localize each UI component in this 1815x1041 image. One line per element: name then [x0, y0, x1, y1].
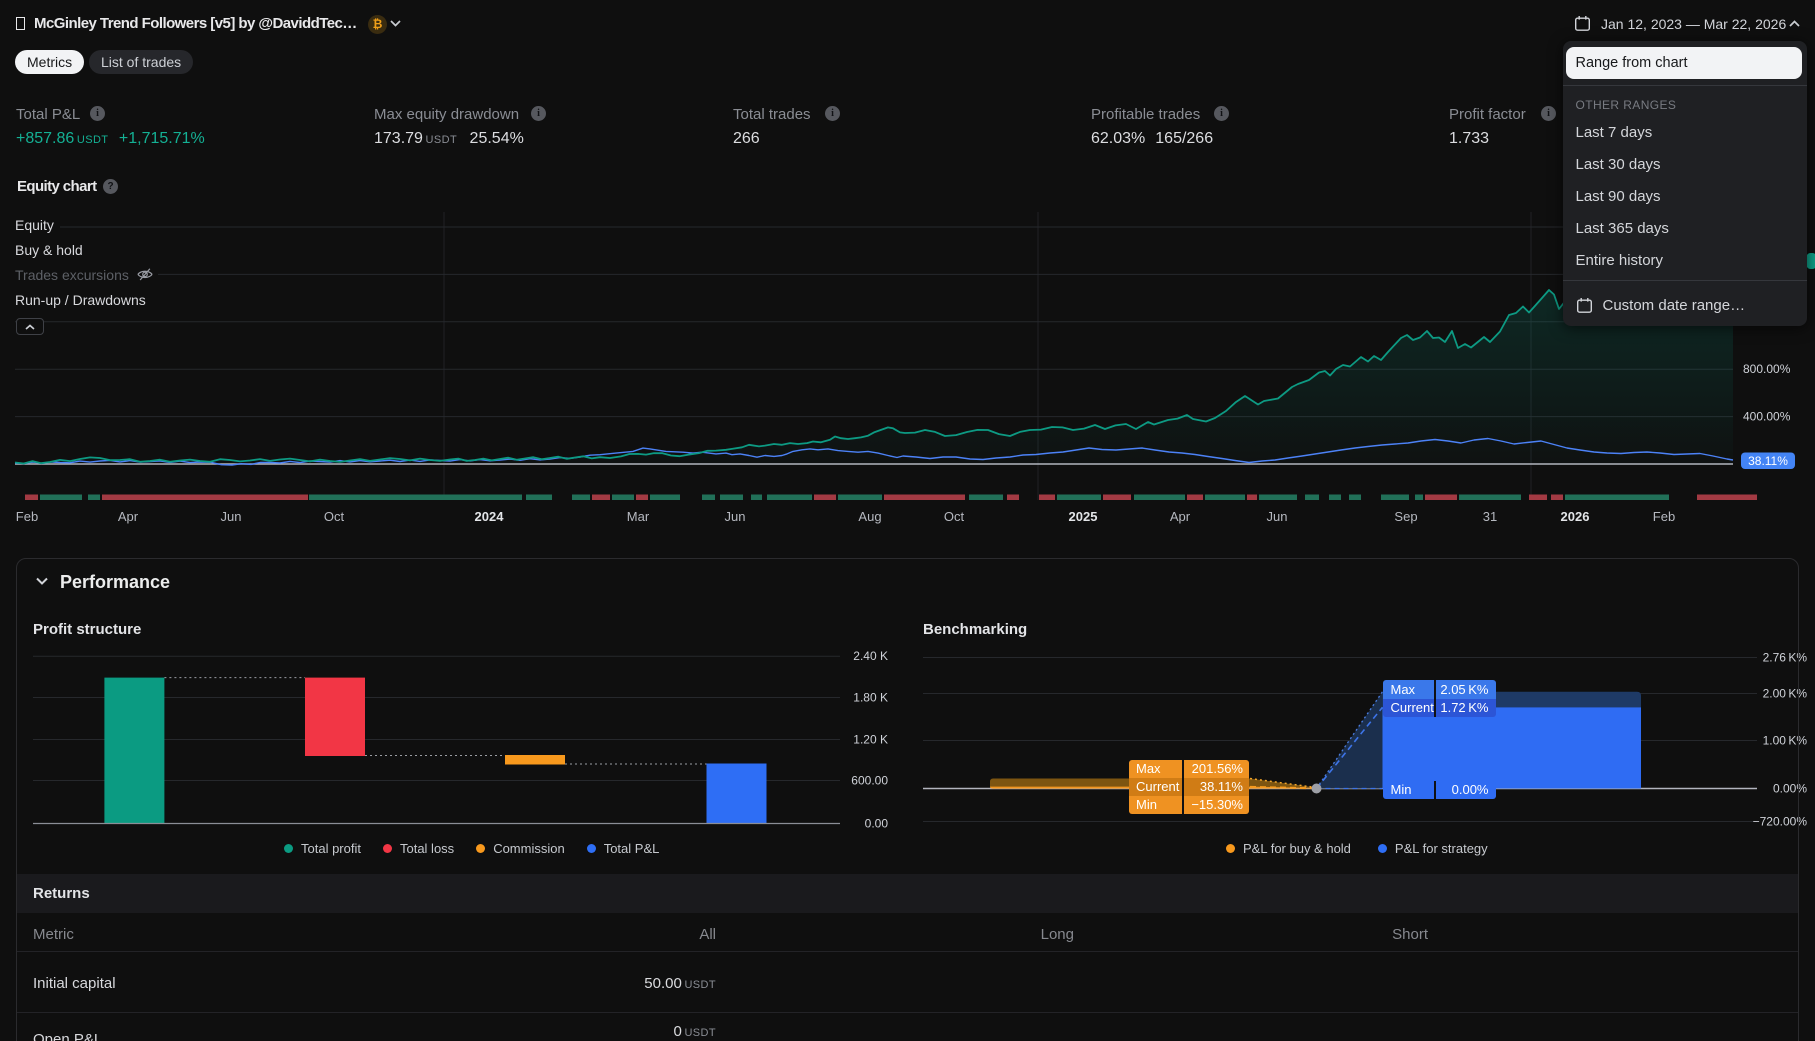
- svg-text:Jun: Jun: [725, 509, 746, 524]
- svg-text:Mar: Mar: [627, 509, 650, 524]
- svg-text:−720.00%: −720.00%: [1753, 815, 1808, 829]
- svg-text:800.00%: 800.00%: [1743, 362, 1791, 376]
- svg-text:2.00 K%: 2.00 K%: [1763, 687, 1808, 701]
- svg-text:2024: 2024: [475, 509, 505, 524]
- svg-text:Feb: Feb: [16, 509, 38, 524]
- svg-text:Oct: Oct: [944, 509, 965, 524]
- svg-text:1.80 K: 1.80 K: [853, 691, 888, 705]
- svg-text:Jun: Jun: [221, 509, 242, 524]
- svg-text:38.11%: 38.11%: [1748, 454, 1788, 468]
- svg-text:Apr: Apr: [118, 509, 139, 524]
- svg-text:1.00 K%: 1.00 K%: [1763, 734, 1808, 748]
- svg-text:31: 31: [1483, 509, 1497, 524]
- svg-text:600.00: 600.00: [851, 774, 888, 788]
- svg-text:Jun: Jun: [1267, 509, 1288, 524]
- svg-text:1.20 K: 1.20 K: [853, 733, 888, 747]
- svg-text:400.00%: 400.00%: [1743, 410, 1791, 424]
- svg-text:2.76 K%: 2.76 K%: [1763, 651, 1808, 665]
- svg-text:Feb: Feb: [1653, 509, 1675, 524]
- svg-text:2.40 K: 2.40 K: [853, 649, 888, 663]
- svg-text:Apr: Apr: [1170, 509, 1191, 524]
- svg-text:Aug: Aug: [858, 509, 881, 524]
- svg-text:2025: 2025: [1069, 509, 1098, 524]
- svg-text:2026: 2026: [1561, 509, 1590, 524]
- svg-text:Oct: Oct: [324, 509, 345, 524]
- svg-text:Sep: Sep: [1394, 509, 1417, 524]
- svg-text:0.00: 0.00: [865, 817, 889, 831]
